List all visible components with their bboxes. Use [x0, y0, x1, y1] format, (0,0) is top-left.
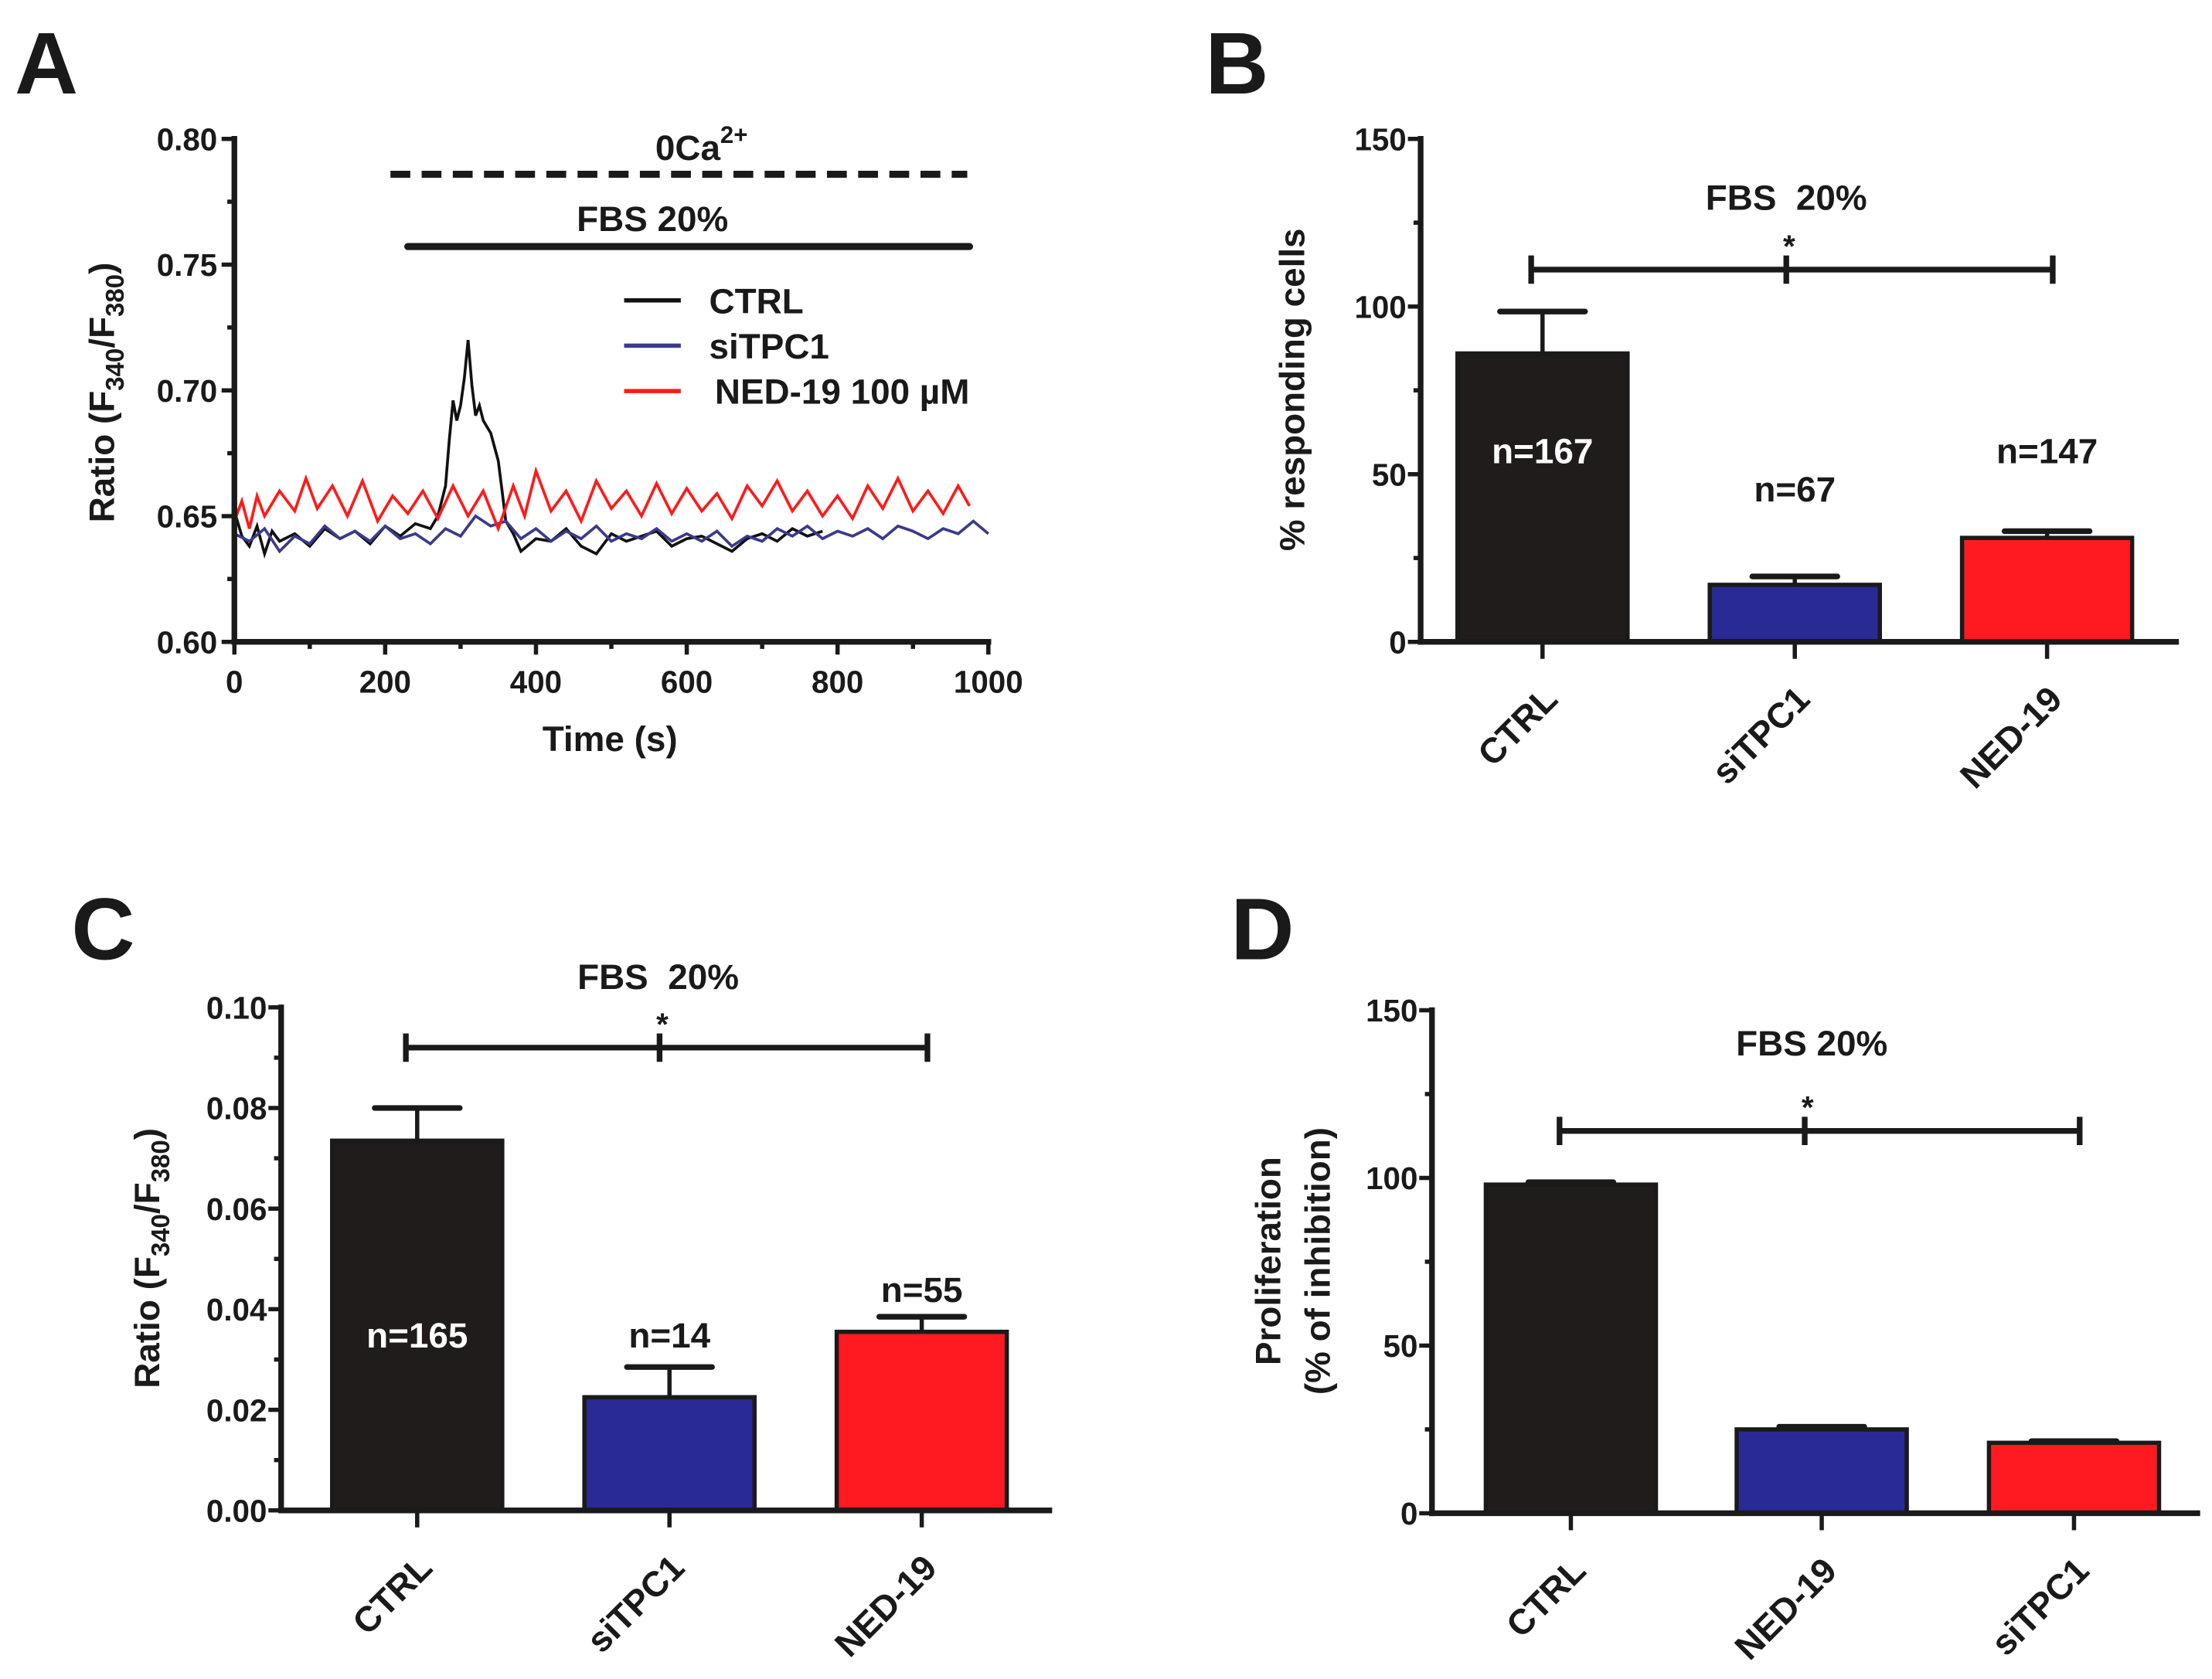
y-tick-label: 150: [1354, 121, 1406, 157]
x-tick-label: 200: [359, 664, 411, 700]
legend-label: NED-19 100 µM: [715, 372, 970, 412]
y-tick-label: 50: [1383, 1328, 1418, 1364]
panel-d-title: FBS 20%: [1736, 1024, 1887, 1063]
x-tick-label: NED-19: [1952, 679, 2069, 796]
y-tick-label: 0: [1400, 1496, 1417, 1531]
y-tick-label: 0.60: [157, 624, 218, 660]
n-label: n=67: [1754, 470, 1836, 509]
y-tick-label: 0.02: [206, 1392, 267, 1428]
significance-asterisk: *: [1783, 228, 1795, 263]
x-tick-label: siTPC1: [1984, 1550, 2097, 1663]
bar-sitpc1: [1707, 583, 1882, 644]
x-tick-label: 600: [661, 664, 713, 700]
x-tick-label: 800: [812, 664, 863, 700]
bar-ned-19: [834, 1329, 1009, 1513]
y-tick-label: 0: [1389, 624, 1406, 660]
series-line-ned-19: [233, 466, 972, 533]
y-tick-label: 100: [1366, 1161, 1417, 1196]
x-tick-label: NED-19: [827, 1548, 944, 1664]
panel-b-plot: % responding cells FBS 20% CTRL n=167 siTP…: [1273, 121, 2180, 796]
n-label: n=14: [628, 1316, 710, 1355]
y-tick-label: 0.75: [157, 247, 218, 283]
x-tick-label: 400: [510, 664, 562, 700]
zero-calcium-label: 0Ca2+: [655, 121, 748, 168]
significance-asterisk: *: [1802, 1089, 1814, 1125]
panel-a-y-axis-label: Ratio (F340/F380): [82, 263, 129, 523]
panel-d-y-axis-label-line2: (% of inhibition): [1298, 1127, 1338, 1395]
panel-letter-b: B: [1205, 15, 1268, 113]
y-tick-label: 0.65: [157, 499, 218, 535]
bar-ctrl: [330, 1138, 505, 1513]
y-tick-label: 0.80: [157, 121, 218, 157]
panel-d-plot: Proliferation (% of inhibition) FBS 20% …: [1249, 993, 2200, 1667]
y-tick-label: 0.06: [206, 1191, 267, 1227]
panel-a-x-axis-label: Time (s): [543, 719, 678, 759]
n-label: n=147: [1996, 432, 2098, 471]
panel-letter-c: C: [71, 880, 134, 978]
n-label: n=55: [881, 1270, 963, 1310]
y-tick-label: 0.04: [206, 1292, 267, 1327]
series-line-sitpc1: [233, 514, 989, 554]
bar-ctrl: [1483, 1182, 1659, 1516]
y-tick-label: 50: [1372, 457, 1407, 492]
y-tick-label: 100: [1354, 289, 1406, 325]
series-line-ctrl: [233, 339, 823, 559]
x-tick-label: siTPC1: [1704, 679, 1817, 792]
panel-a: Time (s) Ratio (F340/F380) 0Ca2+ FBS 20%: [82, 121, 747, 759]
bar-ctrl: [1455, 351, 1630, 644]
panel-c-title: FBS 20%: [577, 957, 739, 997]
y-tick-label: 0.00: [206, 1493, 267, 1528]
panel-letter-a: A: [15, 15, 78, 113]
panel-letter-d: D: [1230, 880, 1294, 978]
bar-ned-19: [1734, 1427, 1909, 1516]
bar-ned-19: [1959, 535, 2135, 644]
x-tick-label: CTRL: [1470, 679, 1564, 773]
x-tick-label: CTRL: [1499, 1550, 1593, 1644]
panel-c-plot: Ratio (F340/F380) FBS 20% CTRL n=165 siTPC…: [128, 957, 1053, 1664]
x-tick-label: CTRL: [345, 1548, 439, 1642]
n-label: n=167: [1492, 432, 1593, 471]
x-tick-label: NED-19: [1727, 1550, 1844, 1667]
y-tick-label: 0.10: [206, 990, 267, 1025]
panel-b-y-axis-label: % responding cells: [1273, 228, 1312, 551]
y-tick-label: 150: [1366, 993, 1417, 1028]
bar-sitpc1: [582, 1395, 757, 1513]
panel-a-plot: 0 200 400 600 800 1000 0.60 0.65 0.70 0.75 0.80 CTR…: [157, 121, 1023, 699]
y-tick-label: 0.08: [206, 1091, 267, 1127]
x-tick-label: siTPC1: [579, 1548, 692, 1660]
panel-c-y-axis-label: Ratio (F340/F380): [128, 1128, 175, 1388]
n-label: n=165: [366, 1316, 468, 1355]
panel-d-y-axis-label-line1: Proliferation: [1249, 1157, 1288, 1365]
x-tick-label: 0: [226, 664, 243, 700]
legend-label: siTPC1: [710, 327, 829, 366]
panel-b-title: FBS 20%: [1706, 178, 1867, 217]
bar-sitpc1: [1986, 1440, 2162, 1516]
legend-label: CTRL: [710, 281, 804, 321]
y-tick-label: 0.70: [157, 373, 218, 409]
fbs-label: FBS 20%: [577, 199, 728, 239]
x-tick-label: 1000: [954, 664, 1023, 700]
significance-asterisk: *: [656, 1006, 669, 1042]
